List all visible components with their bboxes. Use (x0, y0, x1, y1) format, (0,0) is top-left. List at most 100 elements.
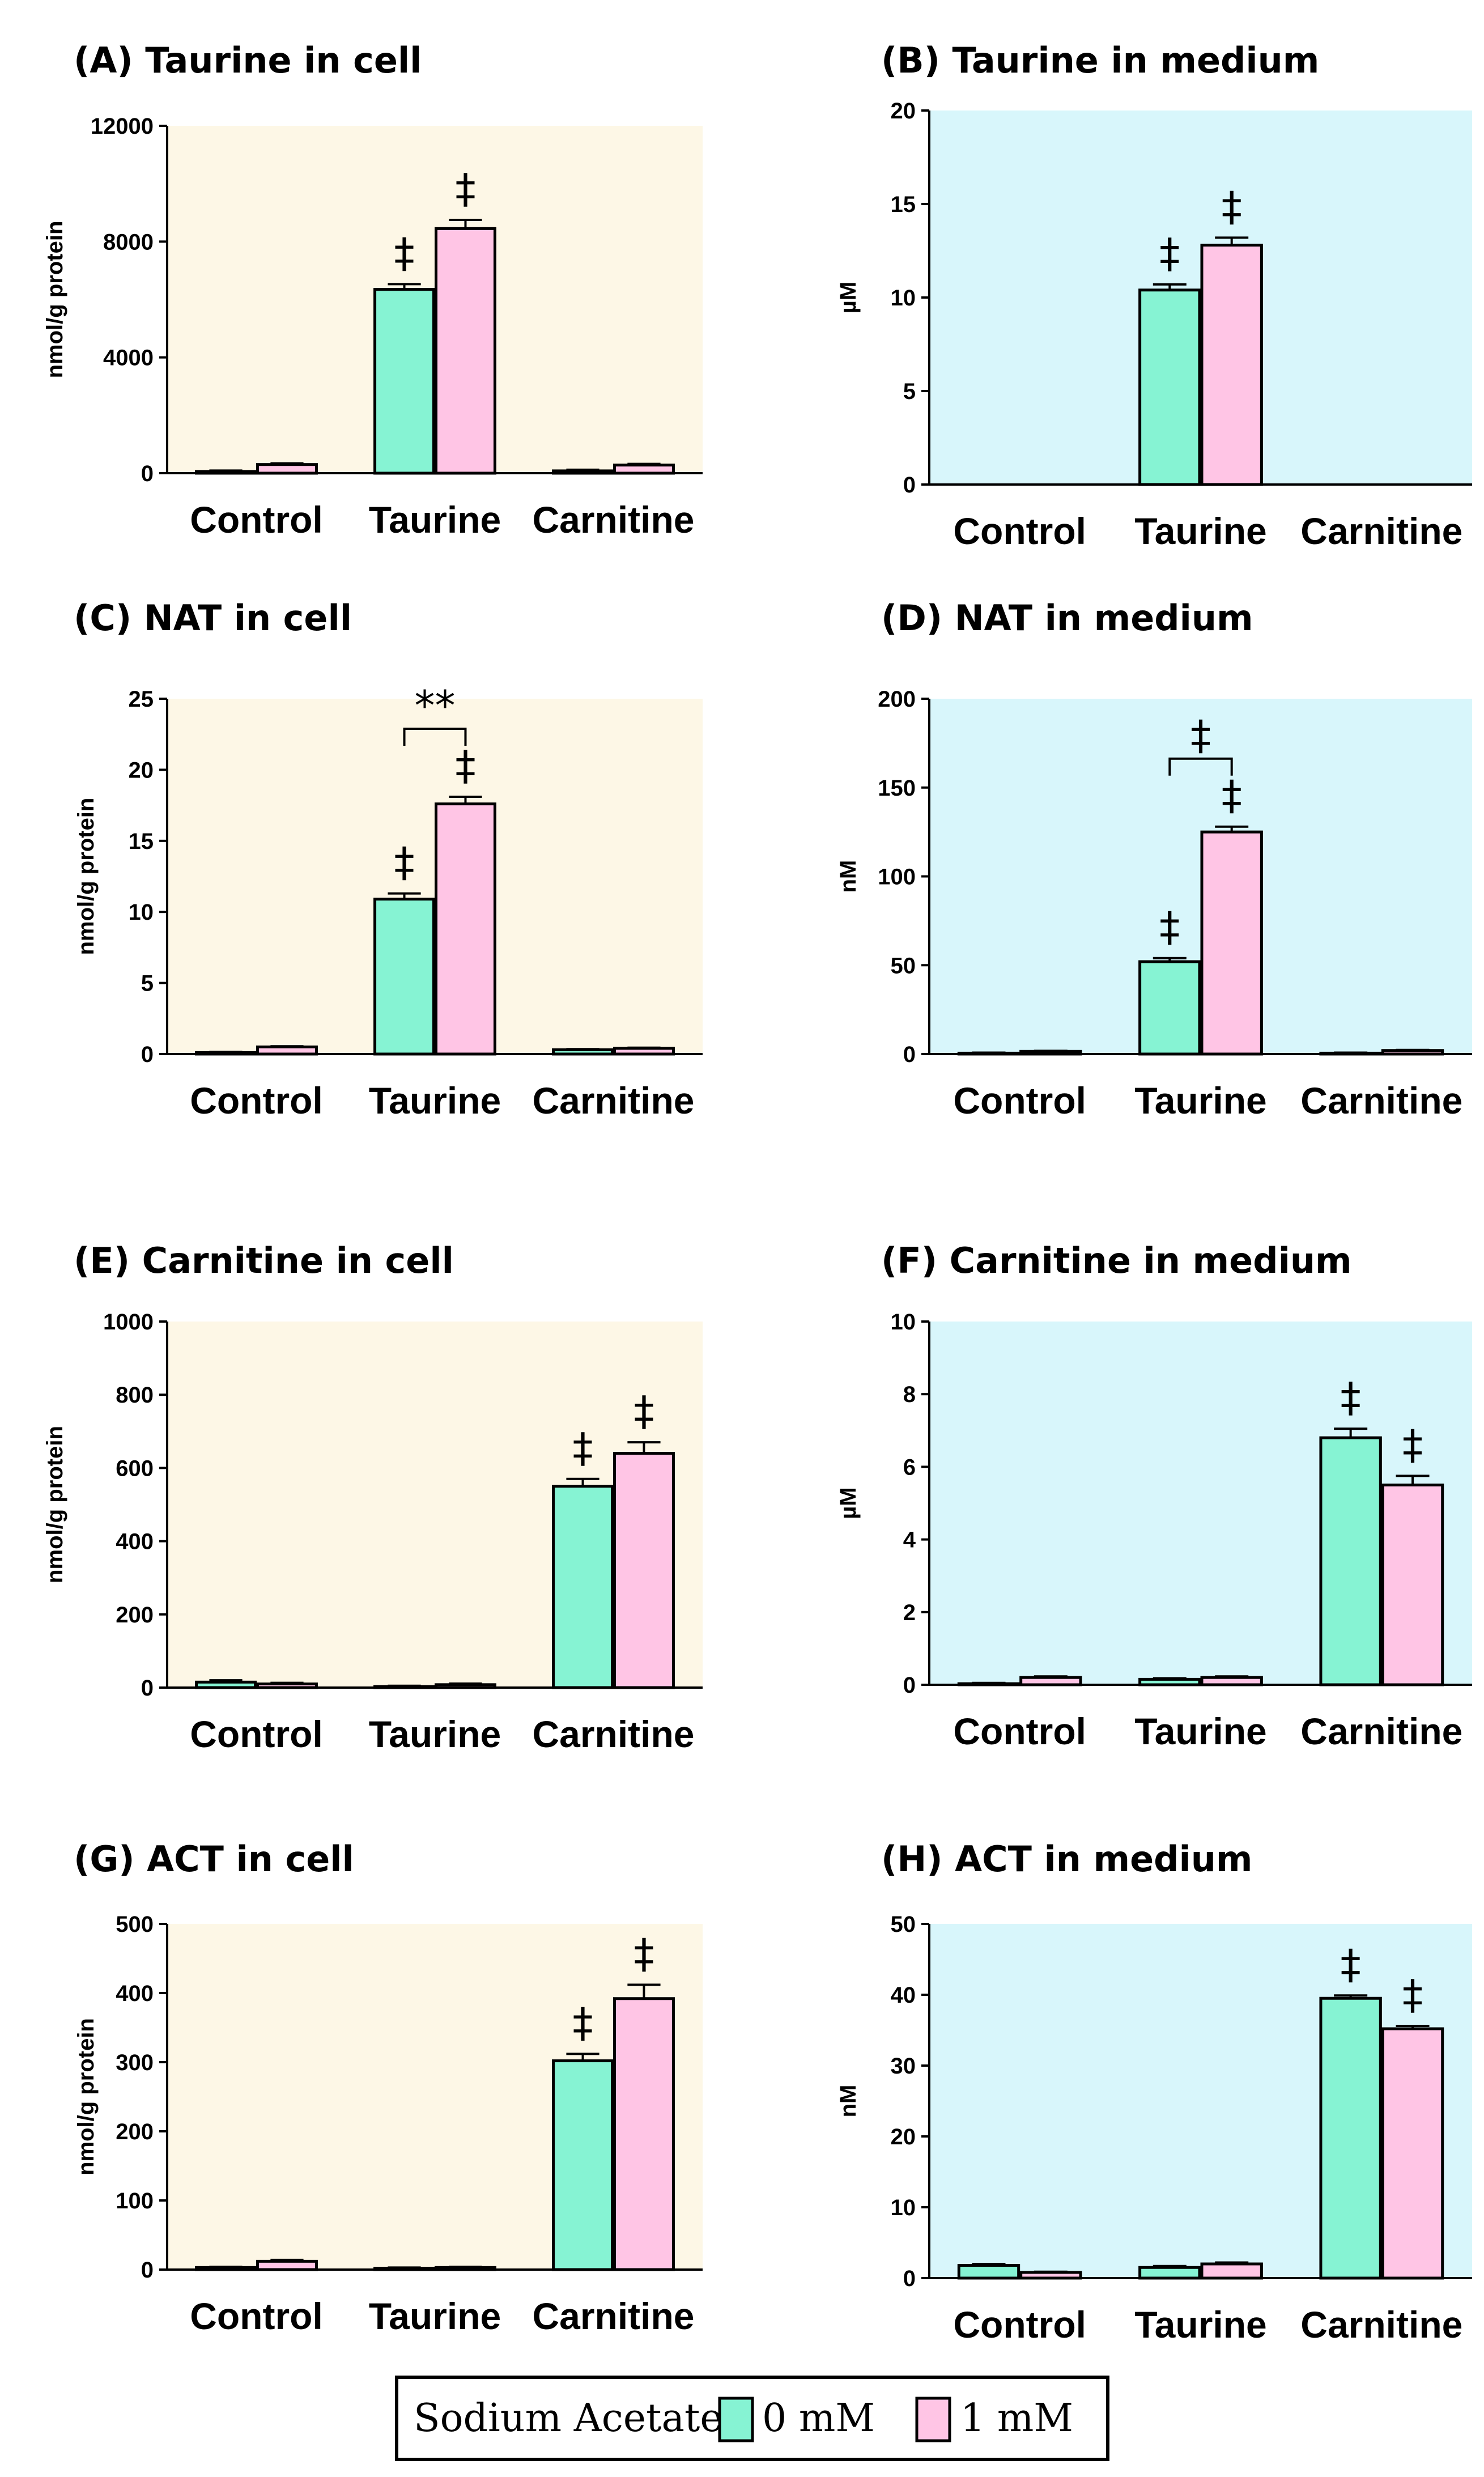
x-tick-label: Control (953, 510, 1086, 552)
x-tick-label: Carnitine (1300, 1710, 1462, 1752)
panel-title: (G) ACT in cell (74, 1838, 354, 1880)
y-tick-label: 4000 (103, 346, 154, 371)
x-tick-label: Control (953, 1710, 1086, 1752)
chart-panel-g: (G) ACT in cell 0 100 200 300 400 500 nmol/g pr… (74, 1838, 703, 2337)
panel-title: (D) NAT in medium (881, 597, 1253, 639)
bar-1mm (613, 464, 675, 475)
significance-marker: ‡ (394, 839, 415, 886)
legend-label-0mm: 0 mM (762, 2396, 875, 2441)
panel-title: (A) Taurine in cell (74, 40, 422, 81)
x-tick-label: Control (190, 1080, 323, 1121)
significance-marker: ‡ (573, 1999, 593, 2046)
bracket-label: ‡ (1190, 712, 1211, 759)
significance-marker: ‡ (1341, 1940, 1361, 1988)
chart-panel-h: (H) ACT in medium 0 10 20 30 40 50 nM Control Tau… (836, 1838, 1472, 2346)
y-tick-label: 500 (116, 1912, 154, 1937)
y-axis-label: nmol/g protein (74, 2018, 99, 2176)
x-tick-label: Taurine (1134, 2304, 1266, 2346)
bar-1mm (256, 463, 318, 475)
y-axis-label: nmol/g protein (42, 221, 67, 379)
y-tick-label: 25 (129, 687, 154, 712)
y-axis-label: nM (836, 2085, 861, 2118)
y-axis-label: µM (836, 282, 861, 313)
bar-0mm (195, 1680, 257, 1689)
panel-title: (F) Carnitine in medium (881, 1240, 1352, 1281)
bar-1mm (1381, 2027, 1444, 2280)
y-axis-label: nmol/g protein (42, 1426, 67, 1583)
y-tick-label: 400 (116, 1529, 154, 1554)
bar-0mm (1138, 1677, 1201, 1686)
x-tick-label: Taurine (1134, 510, 1266, 552)
y-tick-label: 10 (129, 900, 154, 925)
y-tick-label: 0 (903, 1673, 916, 1698)
y-tick-label: 1000 (103, 1310, 154, 1335)
y-axis-label: µM (836, 1487, 861, 1519)
y-tick-label: 40 (891, 1983, 916, 2008)
y-tick-label: 0 (903, 1042, 916, 1067)
panel-title: (E) Carnitine in cell (74, 1240, 454, 1281)
x-tick-label: Control (190, 2295, 323, 2337)
x-tick-label: Taurine (369, 2295, 501, 2337)
y-tick-label: 15 (891, 192, 916, 217)
legend-label-1mm: 1 mM (960, 2396, 1073, 2441)
significance-marker: ‡ (1159, 230, 1180, 277)
x-tick-label: Carnitine (532, 1080, 694, 1121)
y-axis-label: nmol/g protein (74, 798, 99, 955)
chart-panel-a: (A) Taurine in cell 0 4000 8000 12000 nmol/g … (42, 40, 703, 541)
bracket-label: ** (415, 682, 456, 729)
y-tick-label: 150 (878, 776, 916, 801)
y-tick-label: 12000 (91, 114, 154, 139)
bar-0mm (1138, 288, 1201, 486)
significance-marker: ‡ (633, 1387, 654, 1435)
bar-0mm (1138, 960, 1201, 1056)
bar-1mm (613, 1047, 675, 1056)
x-tick-label: Taurine (1134, 1710, 1266, 1752)
y-tick-label: 20 (891, 99, 916, 124)
x-tick-label: Control (953, 2304, 1086, 2346)
y-tick-label: 0 (903, 2266, 916, 2291)
bar-0mm (957, 2264, 1020, 2280)
bar-1mm (256, 1683, 318, 1689)
panel-title: (H) ACT in medium (881, 1838, 1253, 1880)
y-tick-label: 0 (141, 461, 154, 486)
bar-1mm (435, 1683, 496, 1689)
y-tick-label: 0 (141, 1676, 154, 1701)
significance-marker: ‡ (1159, 903, 1180, 951)
bar-1mm (1200, 1676, 1263, 1686)
bar-1mm (256, 2259, 318, 2271)
bar-0mm (373, 288, 435, 475)
y-tick-label: 2 (903, 1600, 916, 1625)
x-tick-label: Carnitine (1300, 1080, 1462, 1121)
x-tick-label: Taurine (1134, 1080, 1266, 1121)
y-tick-label: 0 (141, 2258, 154, 2283)
bar-1mm (613, 1997, 675, 2271)
comparison-bracket (1168, 757, 1233, 776)
x-tick-label: Taurine (369, 1713, 501, 1755)
y-tick-label: 5 (141, 971, 154, 996)
bar-0mm (552, 2059, 614, 2271)
x-tick-label: Taurine (369, 1080, 501, 1121)
bar-1mm (613, 1452, 675, 1689)
y-tick-label: 6 (903, 1455, 916, 1480)
y-tick-label: 200 (116, 1603, 154, 1628)
y-tick-label: 4 (903, 1528, 916, 1553)
y-tick-label: 50 (891, 1912, 916, 1937)
bar-1mm (1019, 2271, 1082, 2280)
y-tick-label: 200 (116, 2119, 154, 2144)
y-tick-label: 20 (129, 758, 154, 783)
bar-0mm (1138, 2266, 1201, 2280)
y-tick-label: 400 (116, 1981, 154, 2006)
significance-marker: ‡ (1222, 772, 1242, 819)
y-tick-label: 800 (116, 1383, 154, 1408)
y-tick-label: 8000 (103, 230, 154, 254)
chart-panel-f: (F) Carnitine in medium 0 2 4 6 8 10 µM Control T… (836, 1240, 1472, 1752)
legend-swatch-0mm (718, 2397, 754, 2442)
bar-1mm (1200, 2262, 1263, 2280)
y-tick-label: 100 (878, 865, 916, 890)
bar-0mm (1319, 1436, 1382, 1686)
legend: Sodium Acetate 0 mM 1 mM (395, 2376, 1109, 2461)
significance-marker: ‡ (455, 742, 475, 789)
x-tick-label: Carnitine (1300, 2304, 1462, 2346)
y-tick-label: 8 (903, 1382, 916, 1407)
significance-marker: ‡ (1402, 1971, 1423, 2019)
